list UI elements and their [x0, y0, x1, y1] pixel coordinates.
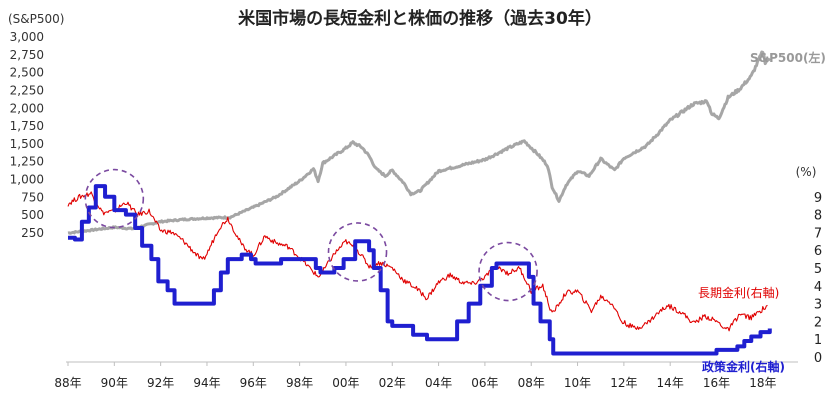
- highlight-circle: [84, 168, 145, 229]
- left-tick-label: 2,250: [10, 83, 44, 97]
- x-tick-label: 02年: [379, 376, 406, 390]
- series-label: S&P500(左): [750, 50, 826, 65]
- right-axis-ticks: 9 8 7 6 5 4 3 2 1 0: [814, 191, 822, 366]
- x-tick-label: 98年: [286, 376, 313, 390]
- left-tick-label: 250: [21, 226, 44, 240]
- left-axis-ticks: 3,000 2,750 2,500 2,250 2,000 1,750 1,500 1,250…: [10, 30, 44, 240]
- x-tick-label: 06年: [471, 376, 498, 390]
- series-line-1: [67, 191, 768, 332]
- left-tick-label: 500: [21, 208, 44, 222]
- x-tick-label: 14年: [657, 376, 684, 390]
- series-labels: S&P500(左) 長期金利(右軸) 政策金利(右軸): [698, 50, 826, 374]
- highlight-circle: [327, 222, 388, 282]
- left-tick-label: 1,000: [10, 173, 44, 187]
- x-tick-label: 12年: [610, 376, 637, 390]
- left-tick-label: 2,750: [10, 48, 44, 62]
- x-tick-label: 92年: [147, 376, 174, 390]
- x-tick-label: 08年: [518, 376, 545, 390]
- left-tick-label: 750: [21, 190, 44, 204]
- highlight-circle: [478, 241, 538, 302]
- right-tick-label: 8: [814, 209, 822, 224]
- right-tick-label: 5: [814, 262, 822, 277]
- chart-title: 米国市場の長短金利と株価の推移（過去30年）: [238, 8, 602, 29]
- x-tick-label: 96年: [240, 376, 267, 390]
- x-tick-label: 16年: [703, 376, 730, 390]
- left-tick-label: 1,750: [10, 119, 44, 133]
- x-axis-ticks: 88年 90年 92年 94年 96年 98年 00年 02年 04年 06年 08年 10年 12年 1…: [54, 362, 776, 390]
- left-tick-label: 1,250: [10, 155, 44, 169]
- x-tick-label: 90年: [101, 376, 128, 390]
- right-axis-unit: (%): [796, 165, 817, 179]
- series-label: 長期金利(右軸): [698, 285, 779, 300]
- left-tick-label: 2,500: [10, 66, 44, 80]
- x-tick-label: 94年: [193, 376, 220, 390]
- x-tick-label: 10年: [564, 376, 591, 390]
- right-tick-label: 1: [814, 333, 822, 348]
- right-tick-label: 9: [814, 191, 822, 206]
- x-tick-label: 00年: [332, 376, 359, 390]
- right-tick-label: 6: [814, 244, 822, 259]
- series-layer: [67, 50, 772, 356]
- left-tick-label: 3,000: [10, 30, 44, 44]
- right-tick-label: 2: [814, 315, 822, 330]
- x-tick-label: 88年: [54, 376, 81, 390]
- series-line-0: [67, 50, 771, 235]
- left-axis-unit: (S&P500): [8, 12, 64, 26]
- x-tick-label: 04年: [425, 376, 452, 390]
- annotation-layer: [84, 168, 538, 302]
- x-tick-label: 18年: [749, 376, 776, 390]
- left-tick-label: 1,500: [10, 137, 44, 151]
- left-tick-label: 2,000: [10, 101, 44, 115]
- right-tick-label: 4: [814, 280, 822, 295]
- series-line-2: [68, 184, 772, 356]
- series-label: 政策金利(右軸): [702, 359, 785, 374]
- right-tick-label: 3: [814, 298, 822, 313]
- right-tick-label: 0: [814, 351, 822, 366]
- right-tick-label: 7: [814, 226, 822, 241]
